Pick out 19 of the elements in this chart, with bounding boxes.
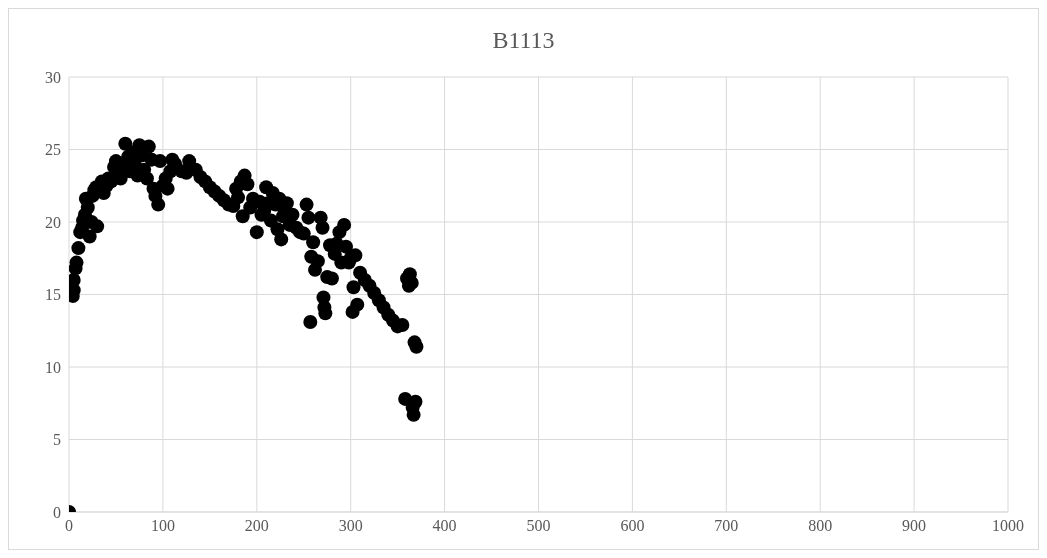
x-tick-label: 800 xyxy=(808,517,833,535)
x-tick-label: 700 xyxy=(714,517,739,535)
y-tick-label: 20 xyxy=(45,213,61,231)
x-tick-label: 400 xyxy=(432,517,457,535)
x-tick-label: 600 xyxy=(620,517,645,535)
x-tick-label: 300 xyxy=(338,517,363,535)
x-tick-label: 200 xyxy=(244,517,269,535)
chart-title: B1113 xyxy=(491,26,556,55)
x-tick-label: 900 xyxy=(902,517,927,535)
x-tick-label: 0 xyxy=(65,517,73,535)
x-tick-label: 100 xyxy=(150,517,175,535)
y-tick-label: 5 xyxy=(53,431,61,449)
y-tick-label: 0 xyxy=(53,503,61,521)
y-tick-label: 30 xyxy=(45,68,61,86)
x-tick-label: 1000 xyxy=(992,517,1024,535)
x-tick-label: 500 xyxy=(526,517,551,535)
y-tick-label: 15 xyxy=(45,286,61,304)
y-tick-label: 25 xyxy=(45,141,61,159)
y-tick-label: 10 xyxy=(45,358,61,376)
